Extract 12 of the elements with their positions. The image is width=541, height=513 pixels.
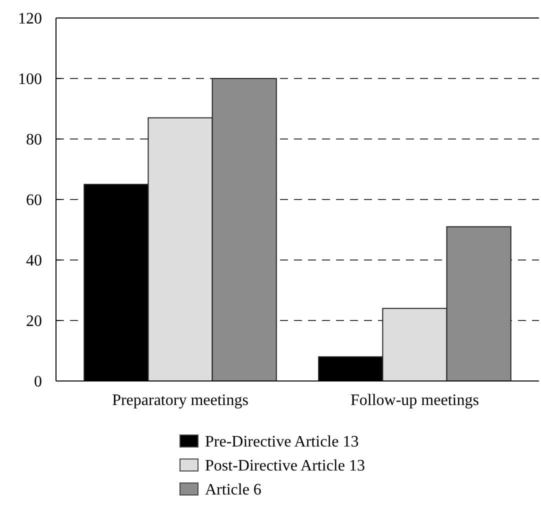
y-tick-label: 80: [26, 132, 42, 149]
y-tick-label: 40: [26, 252, 42, 270]
x-tick-label: Preparatory meetings: [112, 392, 248, 409]
legend-label: Pre-Directive Article 13: [205, 434, 359, 451]
y-tick-label: 100: [18, 71, 42, 88]
y-tick-label: 20: [26, 313, 42, 330]
legend-label: Article 6: [205, 482, 262, 499]
x-tick-label: Follow-up meetings: [350, 392, 479, 409]
y-tick-label: 120: [18, 10, 42, 28]
y-tick-label: 0: [34, 374, 42, 391]
y-tick-label: 60: [26, 192, 42, 210]
legend-label: Post-Directive Article 13: [205, 458, 365, 475]
